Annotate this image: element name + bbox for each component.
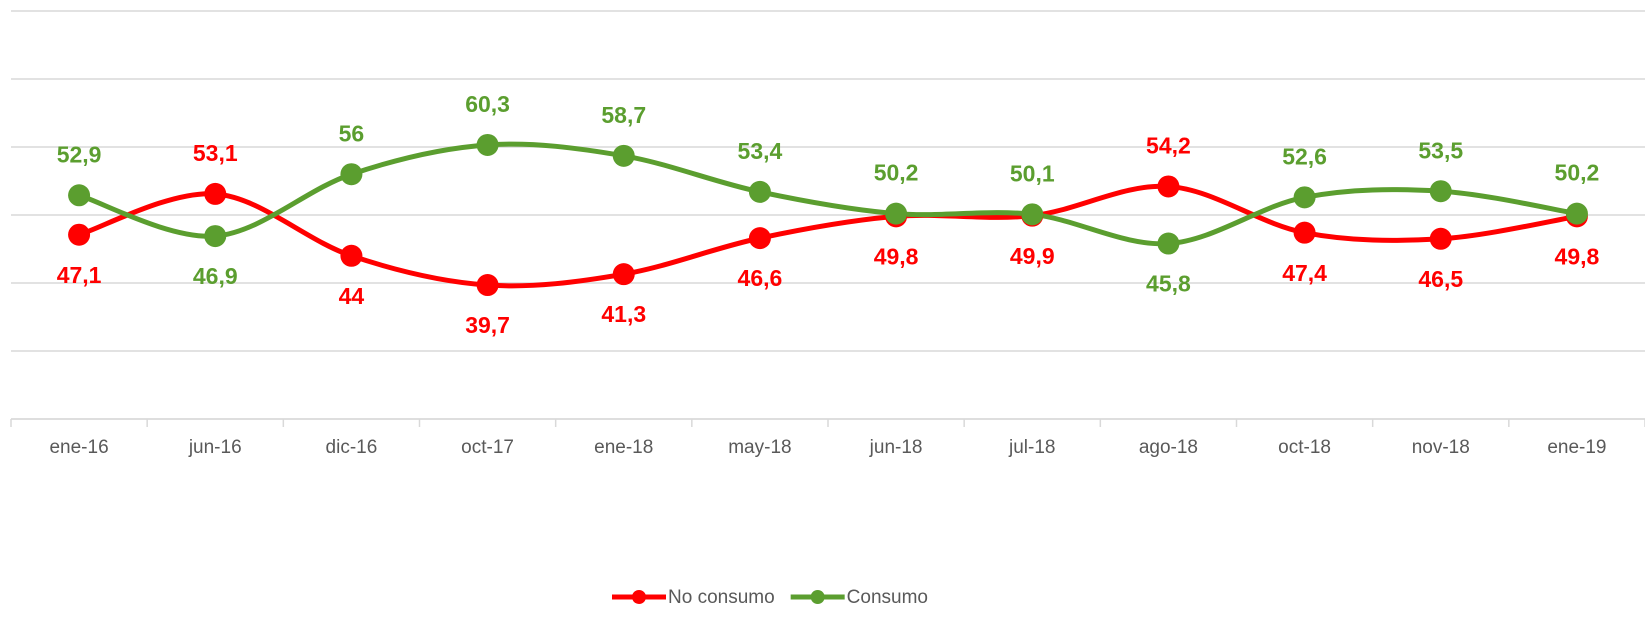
marker (1293, 186, 1316, 209)
marker (1429, 227, 1452, 250)
data-label: 44 (339, 283, 365, 309)
series-line (78, 141, 1578, 247)
data-label: 49,8 (1555, 243, 1600, 269)
marker (204, 225, 227, 248)
data-label: 45,8 (1146, 271, 1191, 297)
x-tick-label: jul-18 (1008, 437, 1055, 458)
marker (1565, 202, 1588, 225)
marker (1157, 175, 1180, 198)
data-label: 39,7 (465, 312, 510, 338)
marker (340, 163, 363, 186)
data-label: 50,1 (1010, 160, 1055, 186)
data-label: 60,3 (465, 91, 510, 117)
marker (1429, 180, 1452, 203)
x-tick-label: jun-16 (188, 437, 242, 458)
data-label: 52,6 (1282, 143, 1327, 169)
data-label: 58,7 (601, 102, 646, 128)
x-tick-label: oct-18 (1278, 437, 1331, 458)
x-tick-label: ene-16 (49, 437, 108, 458)
series-line (78, 183, 1578, 289)
data-label: 52,9 (57, 141, 102, 167)
data-label: 50,2 (1555, 160, 1600, 186)
x-tick-label: ene-19 (1547, 437, 1606, 458)
legend-marker (632, 590, 646, 604)
marker (476, 133, 499, 156)
data-label: 53,1 (193, 140, 238, 166)
marker (612, 144, 635, 167)
marker (204, 182, 227, 205)
marker (885, 202, 908, 225)
x-tick-label: ago-18 (1139, 437, 1198, 458)
marker (1021, 203, 1044, 226)
marker (68, 223, 91, 246)
marker (1293, 221, 1316, 244)
x-tick-label: dic-16 (326, 437, 378, 458)
marker (68, 184, 91, 207)
data-label: 53,5 (1418, 137, 1463, 163)
x-tick-label: ene-18 (594, 437, 653, 458)
legend-label: No consumo (668, 587, 775, 608)
data-label: 46,5 (1418, 266, 1463, 292)
data-label: 46,6 (738, 265, 783, 291)
data-label: 41,3 (601, 301, 646, 327)
data-label: 49,9 (1010, 243, 1055, 269)
data-label: 54,2 (1146, 133, 1191, 159)
marker (748, 180, 771, 203)
x-tick-label: nov-18 (1412, 437, 1470, 458)
data-label: 50,2 (874, 160, 919, 186)
x-tick-label: oct-17 (461, 437, 514, 458)
data-label: 56 (339, 120, 365, 146)
marker (476, 274, 499, 297)
legend-marker (810, 590, 825, 604)
x-tick-label: may-18 (728, 437, 791, 458)
marker (340, 244, 363, 267)
marker (612, 263, 635, 286)
data-label: 47,1 (57, 262, 102, 288)
marker (1157, 232, 1180, 255)
data-label: 46,9 (193, 263, 238, 289)
data-label: 53,4 (738, 138, 783, 164)
legend-label: Consumo (847, 587, 928, 608)
marker (748, 227, 771, 250)
data-label: 47,4 (1282, 260, 1327, 286)
x-tick-label: jun-18 (869, 437, 923, 458)
data-label: 49,8 (874, 243, 919, 269)
